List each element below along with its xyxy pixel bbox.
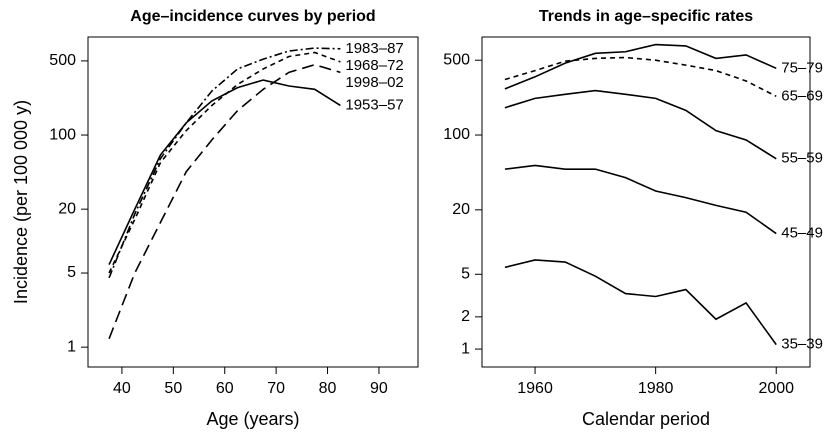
series-label: 65–69 [781, 87, 823, 104]
x-tick-label: 80 [319, 380, 337, 397]
y-tick-label: 100 [443, 126, 470, 143]
y-tick-label: 2 [461, 308, 470, 325]
x-tick-label: 50 [164, 380, 182, 397]
series-line [108, 63, 341, 340]
y-tick-label: 20 [58, 200, 76, 217]
chart-title: Trends in age–specific rates [539, 8, 753, 25]
x-tick-label: 70 [267, 380, 285, 397]
series-line [504, 89, 777, 160]
series-label: 75–79 [781, 59, 823, 76]
series-label: 1983–87 [345, 40, 403, 57]
series-label: 1998–02 [345, 74, 403, 91]
series-line [108, 51, 341, 274]
y-tick-label: 100 [49, 126, 76, 143]
x-tick-label: 1980 [638, 380, 674, 397]
series-line [504, 43, 777, 90]
y-tick-label: 500 [443, 51, 470, 68]
y-tick-label: 500 [49, 52, 76, 69]
y-axis-label: Incidence (per 100 000 y) [11, 100, 31, 304]
x-tick-label: 40 [113, 380, 131, 397]
x-tick-label: 60 [216, 380, 234, 397]
chart-title: Age–incidence curves by period [130, 8, 375, 25]
series-line [108, 79, 341, 265]
series-line [504, 56, 777, 98]
series-label: 55–59 [781, 150, 823, 167]
y-tick-label: 5 [67, 264, 76, 281]
series-line [504, 259, 777, 346]
plot-frame [87, 36, 419, 368]
series-line [108, 47, 341, 279]
y-tick-label: 1 [461, 340, 470, 357]
y-tick-label: 1 [67, 338, 76, 355]
series-line [504, 164, 777, 235]
x-tick-label: 1960 [517, 380, 553, 397]
series-label: 35–39 [781, 336, 823, 353]
x-axis-label: Calendar period [582, 409, 710, 429]
series-label: 1953–57 [345, 96, 403, 113]
series-label: 45–49 [781, 225, 823, 242]
series-label: 1968–72 [345, 57, 403, 74]
x-tick-label: 90 [370, 380, 388, 397]
plot-frame [481, 36, 811, 368]
y-tick-label: 20 [452, 201, 470, 218]
x-axis-label: Age (years) [206, 409, 299, 429]
x-tick-label: 2000 [758, 380, 794, 397]
y-tick-label: 5 [461, 265, 470, 282]
